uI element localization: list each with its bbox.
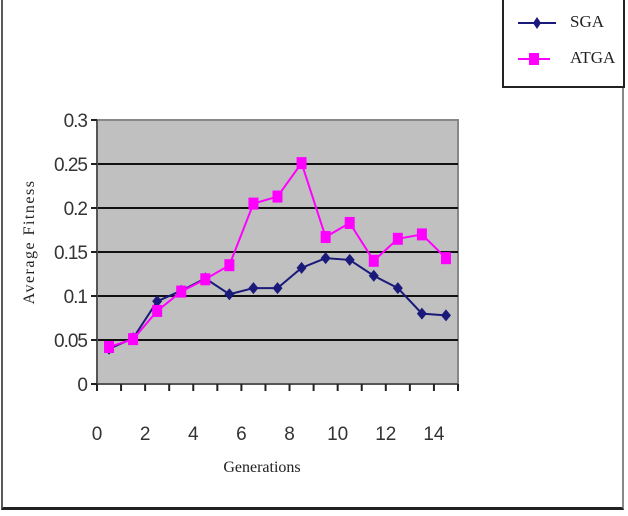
x-tick-label: 12 — [375, 424, 396, 445]
x-tick-label: 6 — [236, 424, 247, 445]
data-point — [296, 157, 307, 170]
square-marker-icon — [518, 53, 550, 65]
x-tick-label: 2 — [140, 424, 151, 445]
x-axis-label: Generations — [223, 459, 300, 476]
x-tick-label: 10 — [327, 424, 348, 445]
y-tick-label: 0.2 — [64, 199, 88, 220]
x-tick-label: 4 — [188, 424, 199, 445]
legend-item-sga: SGA — [518, 10, 623, 36]
data-point — [392, 282, 403, 295]
data-point — [440, 252, 451, 265]
data-point — [152, 304, 163, 317]
legend-item-atga: ATGA — [518, 46, 623, 72]
data-point — [248, 197, 259, 210]
series-lines — [104, 157, 451, 355]
y-tick-label: 0.3 — [64, 111, 88, 132]
data-point — [440, 309, 451, 322]
data-point — [368, 269, 379, 282]
y-tick-label: 0.15 — [54, 243, 87, 264]
y-tick-label: 0 — [77, 375, 87, 396]
data-point — [368, 254, 379, 267]
x-tick-label: 8 — [284, 424, 295, 445]
data-point — [272, 282, 283, 295]
plot-area — [96, 119, 459, 385]
data-point — [320, 231, 331, 244]
data-point — [104, 341, 115, 354]
legend-label: SGA — [570, 12, 605, 31]
data-point — [296, 261, 307, 274]
x-tick-label: 14 — [423, 424, 445, 445]
data-point — [224, 259, 235, 272]
y-tick-label: 0.05 — [54, 331, 87, 352]
data-point — [416, 307, 427, 320]
data-point — [176, 285, 187, 298]
data-point — [344, 253, 355, 266]
data-point — [392, 232, 403, 245]
data-point — [224, 288, 235, 301]
data-point — [416, 228, 427, 241]
data-point — [152, 295, 163, 308]
data-point — [344, 216, 355, 229]
legend-label: ATGA — [570, 48, 616, 67]
y-tick-label: 0.25 — [54, 155, 87, 176]
data-point — [200, 273, 211, 286]
y-axis-label: Average Fitness — [21, 180, 38, 305]
data-point — [272, 190, 283, 203]
legend: SGA ATGA — [502, 0, 625, 88]
axes: 0 0.05 0.1 0.15 0.2 0.25 0.3 0 2 4 6 8 10 12 14 — [54, 111, 459, 445]
data-point — [320, 252, 331, 265]
diamond-marker-icon — [518, 17, 556, 29]
series-sga — [104, 252, 451, 355]
series-atga — [104, 157, 451, 354]
x-tick-label: 0 — [92, 424, 103, 445]
y-tick-label: 0.1 — [64, 287, 88, 308]
data-point — [128, 333, 139, 346]
data-point — [248, 282, 259, 295]
